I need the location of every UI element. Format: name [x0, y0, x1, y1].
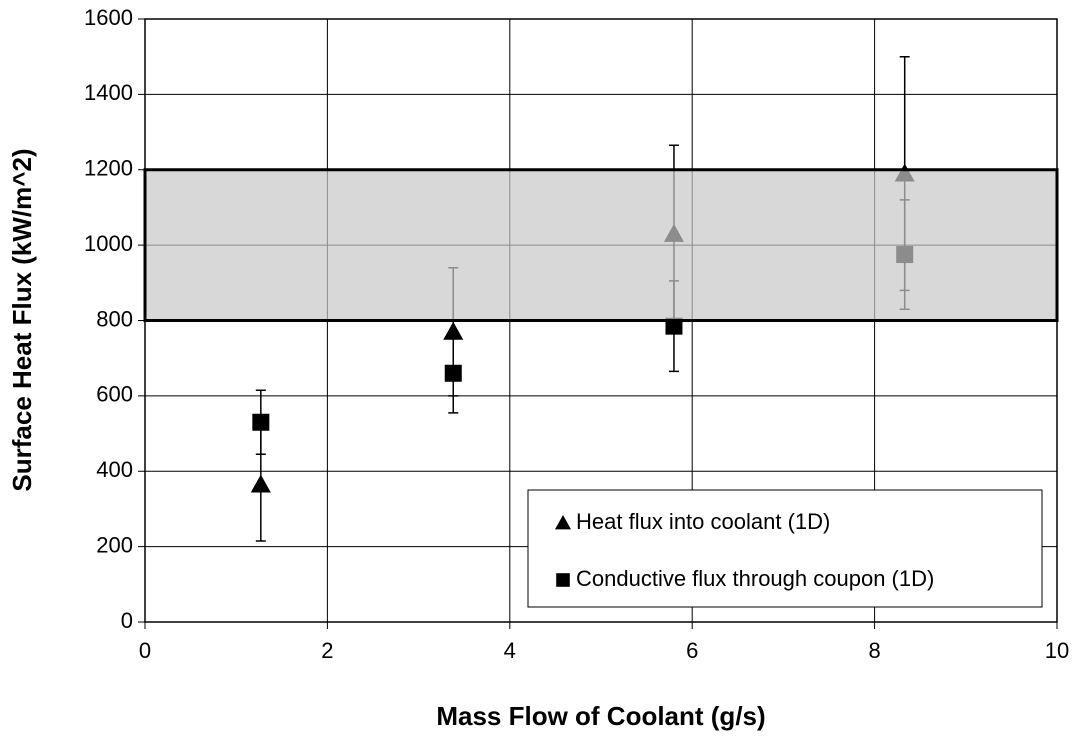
y-axis-title: Surface Heat Flux (kW/m^2)	[7, 148, 37, 491]
triangle-marker	[250, 474, 271, 493]
y-tick-label: 1600	[84, 5, 133, 30]
legend-label: Conductive flux through coupon (1D)	[576, 566, 934, 591]
y-tick-label: 1000	[84, 231, 133, 256]
square-marker	[252, 413, 270, 431]
x-tick-label: 0	[139, 638, 151, 663]
y-tick-label: 600	[96, 382, 133, 407]
legend-label: Heat flux into coolant (1D)	[576, 509, 830, 534]
square-marker	[556, 573, 570, 587]
y-tick-label: 200	[96, 532, 133, 557]
y-tick-label: 0	[121, 608, 133, 633]
y-tick-label: 400	[96, 457, 133, 482]
x-tick-label: 6	[686, 638, 698, 663]
triangle-marker	[443, 321, 464, 340]
y-tick-label: 800	[96, 306, 133, 331]
legend-box	[527, 489, 1043, 608]
square-marker	[444, 364, 462, 382]
y-tick-label: 1400	[84, 80, 133, 105]
y-tick-label: 1200	[84, 156, 133, 181]
x-axis-title: Mass Flow of Coolant (g/s)	[436, 701, 765, 731]
x-tick-label: 2	[321, 638, 333, 663]
x-tick-label: 10	[1045, 638, 1069, 663]
shaded-band	[143, 168, 1059, 322]
x-tick-label: 8	[868, 638, 880, 663]
triangle-marker	[555, 515, 571, 530]
x-tick-label: 4	[504, 638, 516, 663]
